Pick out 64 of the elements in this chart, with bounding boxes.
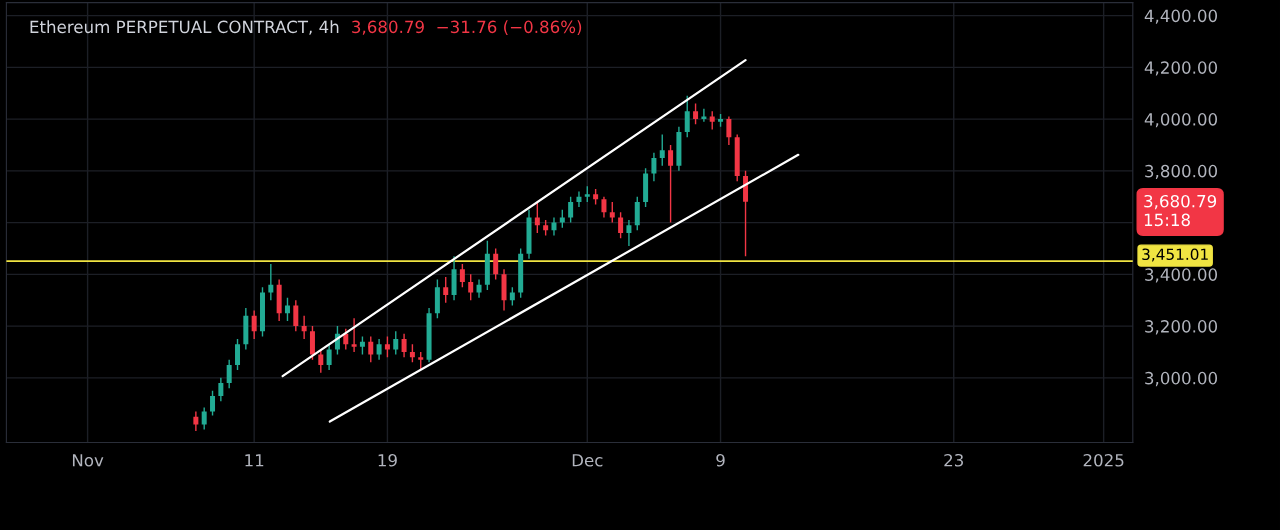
- y-tick-label: 4,000.00: [1144, 113, 1218, 128]
- candlestick: [368, 335, 374, 364]
- candlestick: [359, 335, 365, 356]
- candlestick: [409, 343, 415, 364]
- candlestick: [218, 377, 224, 402]
- candlestick: [268, 263, 274, 301]
- candlestick: [659, 133, 665, 167]
- candlestick: [384, 335, 390, 358]
- candlestick: [693, 102, 699, 125]
- candlestick: [551, 216, 557, 237]
- candlestick: [301, 315, 307, 340]
- candlestick: [251, 309, 257, 340]
- y-tick-label: 3,000.00: [1145, 371, 1218, 387]
- y-tick-label: 3,800.00: [1145, 164, 1218, 180]
- candlestick: [326, 343, 332, 371]
- x-tick-label: 2025: [1083, 453, 1124, 467]
- x-tick-label: 11: [245, 454, 264, 467]
- candlestick: [651, 152, 657, 182]
- candlestick: [226, 359, 232, 389]
- candlestick: [601, 196, 607, 219]
- candlestick: [293, 299, 299, 332]
- candlestick: [201, 406, 207, 431]
- y-tick-label: 3,200.00: [1145, 320, 1218, 335]
- x-tick-label: Dec: [572, 454, 603, 467]
- candlestick: [210, 390, 216, 417]
- candlestick: [684, 95, 690, 138]
- candlestick: [634, 196, 640, 232]
- candlestick: [493, 247, 499, 281]
- x-tick-label: 9: [716, 453, 725, 467]
- candlestick: [576, 190, 582, 208]
- candlestick: [559, 208, 565, 229]
- y-tick-label: 4,400.00: [1144, 9, 1218, 24]
- text: Ethereum PERPETUAL CONTRACT, 4h: [30, 20, 339, 35]
- candlestick: [443, 276, 449, 304]
- candlestick: [351, 317, 357, 353]
- text: 3,680.79 15:18: [1144, 194, 1217, 227]
- x-tick-label: 19: [378, 453, 397, 467]
- y-tick-label: 4,200.00: [1144, 61, 1218, 76]
- candlestick: [393, 330, 399, 356]
- candlestick: [193, 410, 199, 432]
- candlestick: [418, 351, 424, 371]
- candlestick: [618, 211, 624, 239]
- candlestick: [284, 296, 290, 322]
- candlestick: [309, 325, 315, 361]
- candlestick: [568, 196, 574, 224]
- candlestick: [459, 263, 465, 288]
- candlestick: [709, 110, 715, 131]
- x-tick-label: 23: [944, 453, 964, 467]
- candlestick: [626, 219, 632, 247]
- candlestick: [609, 201, 615, 224]
- candlestick: [343, 327, 349, 351]
- candlestick: [668, 144, 674, 224]
- candlestick: [726, 115, 732, 146]
- candlestick: [534, 201, 540, 234]
- candlestick: [401, 333, 407, 358]
- candlestick: [509, 286, 515, 307]
- y-tick-label: 3,400.00: [1145, 268, 1218, 283]
- candlestick: [235, 338, 241, 371]
- text: 3,680.79 −31.76 (−0.86%): [352, 20, 582, 36]
- candlestick: [468, 273, 474, 301]
- ref-line-label: 3,451.01: [1142, 248, 1208, 262]
- x-tick-label: Nov: [72, 454, 104, 467]
- candlestick: [476, 278, 482, 299]
- candlestick: [376, 338, 382, 361]
